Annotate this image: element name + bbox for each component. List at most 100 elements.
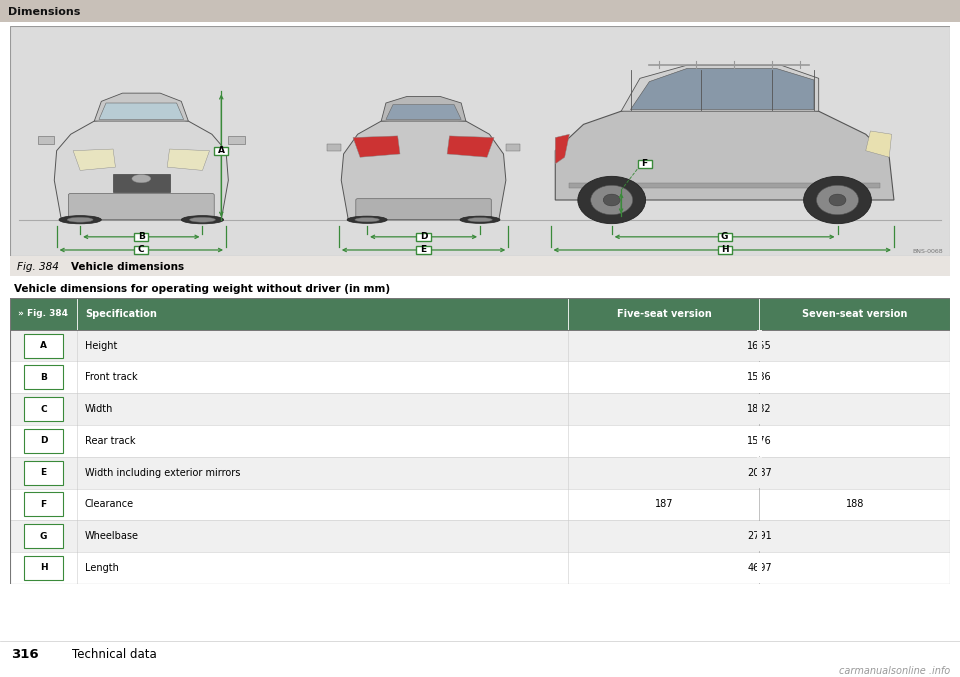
Text: Vehicle dimensions for operating weight without driver (in mm): Vehicle dimensions for operating weight … (14, 284, 391, 294)
Bar (10, 298, 950, 330)
Bar (756, 426, 762, 456)
Text: G: G (39, 531, 47, 541)
Ellipse shape (132, 175, 151, 183)
FancyBboxPatch shape (24, 429, 63, 453)
Text: carmanualsonline .info: carmanualsonline .info (839, 666, 950, 676)
Bar (10, 425, 950, 457)
Polygon shape (631, 68, 814, 110)
Text: BNS-0068: BNS-0068 (913, 249, 944, 255)
Text: B: B (40, 373, 47, 382)
Text: Technical data: Technical data (72, 648, 156, 661)
Text: G: G (721, 232, 729, 241)
Bar (10, 521, 950, 552)
Polygon shape (386, 105, 461, 119)
Circle shape (603, 194, 620, 206)
Polygon shape (99, 103, 183, 119)
Text: Width: Width (84, 404, 113, 414)
Polygon shape (866, 131, 892, 157)
Text: C: C (40, 405, 47, 414)
Text: Rear track: Rear track (84, 436, 135, 446)
Text: Wheelbase: Wheelbase (84, 531, 139, 541)
Polygon shape (381, 96, 466, 121)
Ellipse shape (468, 217, 492, 222)
Text: 187: 187 (655, 500, 673, 509)
Ellipse shape (67, 217, 93, 222)
FancyBboxPatch shape (24, 334, 63, 357)
Text: Vehicle dimensions: Vehicle dimensions (71, 262, 184, 272)
Bar (756, 394, 762, 424)
FancyBboxPatch shape (417, 246, 431, 254)
Bar (10, 552, 950, 584)
Text: 1882: 1882 (747, 404, 772, 414)
Text: F: F (641, 159, 648, 169)
Text: Seven-seat version: Seven-seat version (803, 309, 907, 319)
Circle shape (829, 194, 846, 206)
Circle shape (590, 185, 633, 215)
FancyBboxPatch shape (24, 460, 63, 485)
Text: 1655: 1655 (747, 341, 772, 351)
Bar (10, 298, 950, 330)
Text: Dimensions: Dimensions (8, 7, 80, 18)
Circle shape (578, 176, 645, 223)
FancyBboxPatch shape (24, 397, 63, 421)
FancyBboxPatch shape (24, 366, 63, 389)
Circle shape (817, 185, 858, 215)
Text: F: F (40, 500, 46, 509)
Ellipse shape (59, 215, 102, 224)
Text: Clearance: Clearance (84, 500, 134, 509)
Text: 188: 188 (846, 500, 864, 509)
Circle shape (804, 176, 872, 223)
FancyBboxPatch shape (24, 556, 63, 580)
FancyBboxPatch shape (68, 194, 214, 220)
Bar (10, 362, 950, 393)
Text: H: H (39, 563, 47, 573)
Ellipse shape (189, 217, 215, 222)
Bar (113, 174, 170, 192)
Polygon shape (555, 102, 894, 200)
Text: C: C (138, 246, 145, 255)
Text: 4697: 4697 (747, 563, 772, 573)
Bar (327, 144, 341, 151)
Ellipse shape (181, 215, 224, 224)
Polygon shape (341, 119, 506, 220)
Text: D: D (420, 232, 427, 241)
Polygon shape (73, 149, 115, 171)
Bar (228, 136, 245, 144)
Text: 2791: 2791 (747, 531, 772, 541)
FancyBboxPatch shape (214, 147, 228, 154)
Text: D: D (39, 437, 47, 445)
Text: A: A (218, 146, 225, 155)
Text: Fig. 384: Fig. 384 (17, 262, 59, 272)
FancyBboxPatch shape (717, 246, 732, 254)
Text: E: E (420, 246, 426, 255)
Polygon shape (167, 149, 209, 171)
FancyBboxPatch shape (637, 160, 652, 168)
Text: Length: Length (84, 563, 119, 573)
FancyBboxPatch shape (24, 524, 63, 548)
Text: Width including exterior mirrors: Width including exterior mirrors (84, 468, 240, 478)
Text: Specification: Specification (84, 309, 156, 319)
Text: 1576: 1576 (747, 436, 772, 446)
Text: Five-seat version: Five-seat version (616, 309, 711, 319)
Text: Front track: Front track (84, 372, 137, 383)
Bar (756, 362, 762, 393)
Polygon shape (621, 65, 819, 111)
FancyBboxPatch shape (417, 233, 431, 241)
FancyBboxPatch shape (134, 233, 149, 241)
Text: H: H (721, 246, 729, 255)
Ellipse shape (355, 217, 379, 222)
Bar (756, 330, 762, 361)
Bar (506, 144, 520, 151)
Text: » Fig. 384: » Fig. 384 (18, 309, 68, 318)
Bar (756, 458, 762, 488)
FancyBboxPatch shape (356, 198, 492, 219)
Text: 1586: 1586 (747, 372, 772, 383)
Polygon shape (555, 134, 569, 164)
Text: A: A (40, 341, 47, 350)
FancyBboxPatch shape (134, 246, 149, 254)
FancyBboxPatch shape (717, 233, 732, 241)
Polygon shape (94, 93, 188, 121)
Text: Height: Height (84, 341, 117, 351)
Polygon shape (55, 118, 228, 220)
Polygon shape (353, 136, 400, 157)
